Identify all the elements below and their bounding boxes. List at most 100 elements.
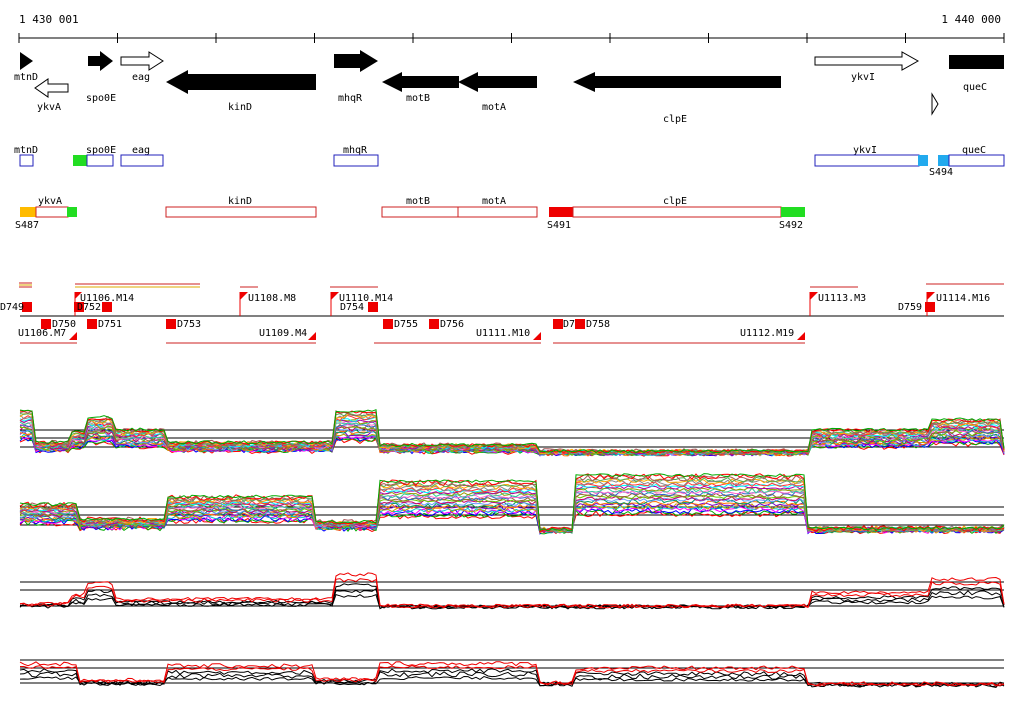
gene-arrow-mhqR[interactable] xyxy=(334,50,378,72)
feature-marker-D759[interactable] xyxy=(925,302,935,312)
rev-annot-label-motA: motA xyxy=(482,196,506,207)
panel2-lines-trace xyxy=(19,500,1005,534)
fwd-annot-box-eag[interactable] xyxy=(120,154,164,167)
feature-label-U1114.M16: U1114.M16 xyxy=(936,293,990,304)
feature-marker-D758[interactable] xyxy=(575,319,585,329)
panel4-lines-trace xyxy=(19,668,1005,688)
rev-annot-box-kinD[interactable] xyxy=(165,206,317,218)
feature-flag-U1114.M16[interactable] xyxy=(927,292,935,300)
feature-flag-U1106.M7[interactable] xyxy=(69,332,77,340)
rev-site-label-S491: S491 xyxy=(547,220,571,231)
panel1-lines-trace xyxy=(19,423,1005,456)
gene-arrow-mtnD[interactable] xyxy=(20,52,33,70)
panel2-lines-trace xyxy=(19,473,1005,532)
fwd-annot-box-queC[interactable] xyxy=(948,154,1005,167)
feature-flag-U1111.M10[interactable] xyxy=(533,332,541,340)
panel2-lines-trace xyxy=(19,473,1005,533)
feature-marker-D752-b[interactable] xyxy=(102,302,112,312)
expression-panel-reverse-summary xyxy=(19,659,1005,688)
gene-arrow-eag[interactable] xyxy=(120,51,164,71)
gene-arrow-motA[interactable] xyxy=(458,72,537,92)
rev-annot-box-motB[interactable] xyxy=(381,206,459,218)
feature-flag-U1108.M8[interactable] xyxy=(240,292,248,300)
panel3-lines-trace xyxy=(19,578,1005,609)
feature-label-D749: D749 xyxy=(0,302,24,313)
gene-arrow-kinD[interactable] xyxy=(166,70,316,94)
feature-marker-D757[interactable] xyxy=(553,319,563,329)
feature-label-U1111.M10: U1111.M10 xyxy=(476,328,530,339)
panel4-lines-trace xyxy=(19,675,1005,688)
gene-arrow-clpE[interactable] xyxy=(573,72,781,92)
feature-flag-U1113.M3[interactable] xyxy=(810,292,818,300)
gene-label-mhqR: mhqR xyxy=(338,93,363,104)
feature-label-D7: D7 xyxy=(563,319,575,330)
fwd-annot-box-spo0E[interactable] xyxy=(86,154,114,167)
feature-marker-D753[interactable] xyxy=(166,319,176,329)
rev-site-S492[interactable] xyxy=(781,207,805,217)
panel4-lines-trace xyxy=(19,671,1005,688)
gene-arrow-motB[interactable] xyxy=(382,72,459,92)
feature-label-U1109.M4: U1109.M4 xyxy=(259,328,307,339)
rev-annot-box-motA[interactable] xyxy=(457,206,538,218)
rev-site-S487[interactable] xyxy=(20,207,36,217)
ruler-end-label: 1 440 000 xyxy=(941,13,1001,26)
gene-arrow-spo0E[interactable] xyxy=(88,51,113,71)
panel1-lines-trace xyxy=(19,429,1005,457)
feature-label-U1113.M3: U1113.M3 xyxy=(818,293,866,304)
feature-marker-D754[interactable] xyxy=(368,302,378,312)
feature-marker-D750[interactable] xyxy=(41,319,51,329)
feature-marker-D752-a[interactable] xyxy=(74,302,84,312)
gene-label-eag: eag xyxy=(132,72,150,83)
feature-label-U1106.M14: U1106.M14 xyxy=(80,293,134,304)
fwd-annot-label-queC: queC xyxy=(962,145,986,156)
rev-annot-label-motB: motB xyxy=(406,196,430,207)
rev-annot-label-ykvA: ykvA xyxy=(38,196,62,207)
fwd-annot-box-mhqR[interactable] xyxy=(333,154,379,167)
feature-label-U1112.M19: U1112.M19 xyxy=(740,328,794,339)
gene-label-ykvA: ykvA xyxy=(37,102,61,113)
feature-flag-U1106.M14[interactable] xyxy=(75,292,82,299)
gene-arrow-ykvA[interactable] xyxy=(34,78,69,98)
feature-flag-U1109.M4[interactable] xyxy=(308,332,316,340)
feature-label-D755: D755 xyxy=(394,319,418,330)
gene-arrow-queC[interactable] xyxy=(949,55,1004,69)
fwd-annot-label-mhqR: mhqR xyxy=(343,145,368,156)
feature-marker-D755[interactable] xyxy=(383,319,393,329)
fwd-annot-label-eag: eag xyxy=(132,145,150,156)
feature-flag-U1110.M14[interactable] xyxy=(331,292,339,300)
feature-label-U1108.M8: U1108.M8 xyxy=(248,293,296,304)
feature-marker-D756[interactable] xyxy=(429,319,439,329)
fwd-site-green[interactable] xyxy=(73,155,87,166)
expression-panel-reverse-multi xyxy=(19,473,1005,535)
panel3-lines-trace xyxy=(19,593,1005,610)
feature-marker-D751[interactable] xyxy=(87,319,97,329)
rev-annot-box-ykvA[interactable] xyxy=(35,206,69,218)
rev-annot-box-clpE[interactable] xyxy=(572,206,782,218)
feature-label-D759: D759 xyxy=(898,302,922,313)
gene-arrow-ykvI[interactable] xyxy=(814,51,920,71)
panel2-lines-trace xyxy=(19,474,1005,534)
fwd-site-blue-2[interactable] xyxy=(938,155,949,166)
feature-marker-D749[interactable] xyxy=(22,302,32,312)
gene-label-motA: motA xyxy=(482,102,506,113)
fwd-annot-box-ykvI[interactable] xyxy=(814,154,920,167)
gene-label-clpE: clpE xyxy=(663,114,687,125)
rev-site-S491[interactable] xyxy=(549,207,573,217)
coordinate-ruler: 1 430 001 1 440 000 xyxy=(18,13,1005,43)
gene-arrow-small-unlabeled[interactable] xyxy=(931,92,939,116)
gene-label-ykvI: ykvI xyxy=(851,72,875,83)
panel2-lines-trace xyxy=(19,487,1005,534)
fwd-site-label-S494: S494 xyxy=(929,167,953,178)
gene-label-mtnD: mtnD xyxy=(14,72,38,83)
feature-label-D758: D758 xyxy=(586,319,610,330)
panel3-lines-trace xyxy=(19,572,1005,608)
fwd-annot-box-mtnD[interactable] xyxy=(19,154,34,167)
gene-label-kinD: kinD xyxy=(228,102,252,113)
feature-label-D756: D756 xyxy=(440,319,464,330)
fwd-site-blue-1[interactable] xyxy=(918,155,928,166)
feature-flag-U1112.M19[interactable] xyxy=(797,332,805,340)
rev-site-green[interactable] xyxy=(67,207,77,217)
rev-annot-label-clpE: clpE xyxy=(663,196,687,207)
gene-label-motB: motB xyxy=(406,93,430,104)
